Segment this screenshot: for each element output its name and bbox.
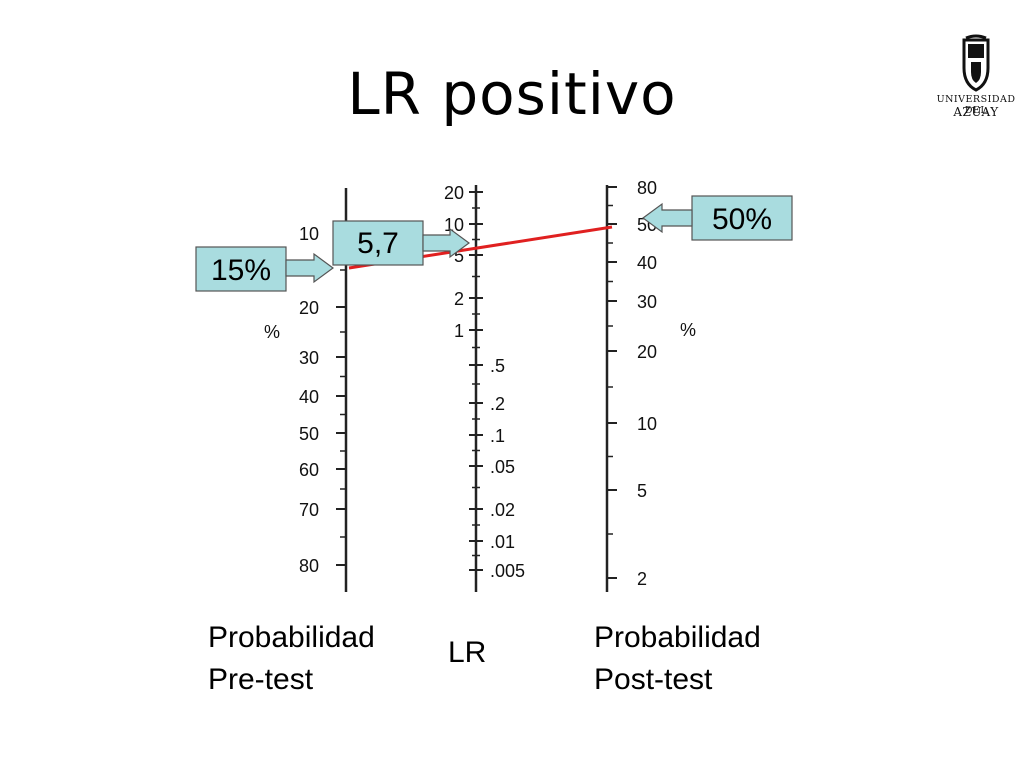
posttest-tick-label-2: 40 [637,253,657,273]
caption-posttest-line2: Post-test [594,663,713,696]
logo-text-line1: UNIVERSIDAD DEL [936,94,1016,116]
lr-tick-label-5: .5 [490,356,505,376]
lr-tick-label-3: 2 [454,289,464,309]
callout-lr-box [332,220,424,266]
callout-pretest: 15% [195,246,335,292]
callout-pretest-label: 15% [211,254,271,287]
pretest-axis-unit: % [264,322,280,342]
slide-title: LR positivo [347,60,677,128]
pretest-tick-label-3: 40 [299,387,319,407]
lr-tick-label-11: .005 [490,561,525,581]
university-logo: UNIVERSIDAD DEL AZUAY [928,34,1024,124]
posttest-tick-label-3: 30 [637,292,657,312]
caption-pretest: Probabilidad Pre-test [208,617,375,701]
lr-tick-label-10: .01 [490,532,515,552]
callout-pretest-arrow-icon [285,252,335,284]
lr-tick-label-9: .02 [490,500,515,520]
lr-axis: 20 10 5 2 1 .5 .2 .1 .05 .02 .01 .005 [444,183,525,592]
lr-tick-label-0: 20 [444,183,464,203]
lr-tick-label-8: .05 [490,457,515,477]
pretest-tick-label-7: 80 [299,556,319,576]
posttest-tick-label-7: 2 [637,569,647,589]
lr-tick-label-4: 1 [454,321,464,341]
caption-pretest-line1: Probabilidad [208,621,375,654]
callout-lr-arrow-icon [422,227,471,259]
lr-tick-label-2: 5 [454,246,464,266]
callout-pretest-box [195,246,287,292]
callout-posttest-arrow-icon [641,202,693,234]
posttest-tick-label-0: 80 [637,178,657,198]
caption-posttest-line1: Probabilidad [594,621,761,654]
pretest-tick-label-4: 50 [299,424,319,444]
caption-lr: LR [448,636,487,669]
caption-pretest-line2: Pre-test [208,663,314,696]
pretest-tick-label-5: 60 [299,460,319,480]
posttest-axis-unit: % [680,320,696,340]
pretest-tick-label-1: 20 [299,298,319,318]
posttest-tick-label-5: 10 [637,414,657,434]
pretest-tick-label-2: 30 [299,348,319,368]
lr-tick-label-7: .1 [490,426,505,446]
caption-posttest: Probabilidad Post-test [594,617,761,701]
callout-posttest-label: 50% [712,203,772,236]
shield-emblem-icon [962,34,990,92]
posttest-tick-label-4: 20 [637,342,657,362]
lr-tick-label-6: .2 [490,394,505,414]
posttest-tick-label-6: 5 [637,481,647,501]
callout-lr: 5,7 [332,220,471,266]
pretest-tick-label-6: 70 [299,500,319,520]
lr-tick-label-1: 10 [444,215,464,235]
pretest-tick-label-0: 10 [299,224,319,244]
logo-text-line2: AZUAY [953,105,999,119]
callout-posttest: 50% [641,195,793,241]
callout-lr-label: 5,7 [357,227,399,260]
